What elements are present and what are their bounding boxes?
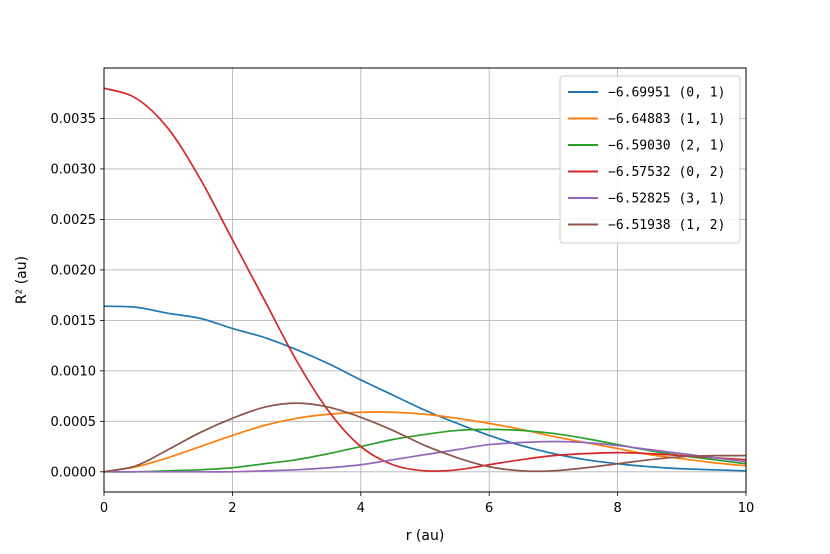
y-tick-label: 0.0005 (51, 415, 97, 430)
x-tick-label: 8 (613, 501, 621, 516)
series-line-0 (103, 305, 747, 472)
plot-frame (103, 67, 747, 493)
series-line-4 (104, 440, 747, 473)
series-line-2 (103, 428, 747, 473)
legend-label: −6.64883 (1, 1) (608, 112, 725, 127)
legend-box (559, 75, 741, 244)
legend-label: −6.51938 (1, 2) (608, 218, 725, 233)
x-tick-label: 0 (100, 501, 108, 516)
y-tick-label: 0.0025 (51, 213, 97, 228)
series-line-3 (103, 87, 747, 472)
y-tick-label: 0.0035 (51, 112, 97, 127)
y-tick-label: 0.0010 (51, 364, 97, 379)
plot-lines (103, 87, 747, 473)
x-axis-label: r (au) (406, 528, 445, 544)
x-tick-label: 6 (485, 501, 493, 516)
x-tick-label: 4 (357, 501, 365, 516)
y-axis-label: R² (au) (14, 256, 30, 304)
legend-label: −6.69951 (0, 1) (608, 86, 725, 101)
y-tick-label: 0.0020 (51, 263, 97, 278)
y-tick-label: 0.0015 (51, 314, 97, 329)
legend: −6.69951 (0, 1) −6.64883 (1, 1) −6.59030 (… (559, 75, 741, 244)
x-tick-label: 2 (228, 501, 236, 516)
legend-label: −6.57532 (0, 2) (608, 165, 725, 180)
legend-label: −6.59030 (2, 1) (608, 139, 725, 154)
legend-label: −6.52825 (3, 1) (608, 192, 725, 207)
y-tick-label: 0.0000 (51, 465, 97, 480)
series-line-5 (103, 402, 747, 473)
x-tick-label: 10 (738, 501, 755, 516)
x-axis-ticks: 0 2 4 6 8 10 (100, 492, 754, 516)
y-tick-label: 0.0030 (51, 162, 97, 177)
y-axis-ticks: 0.0000 0.0005 0.0010 0.0015 0.0020 0.0025 0.00… (51, 112, 104, 480)
